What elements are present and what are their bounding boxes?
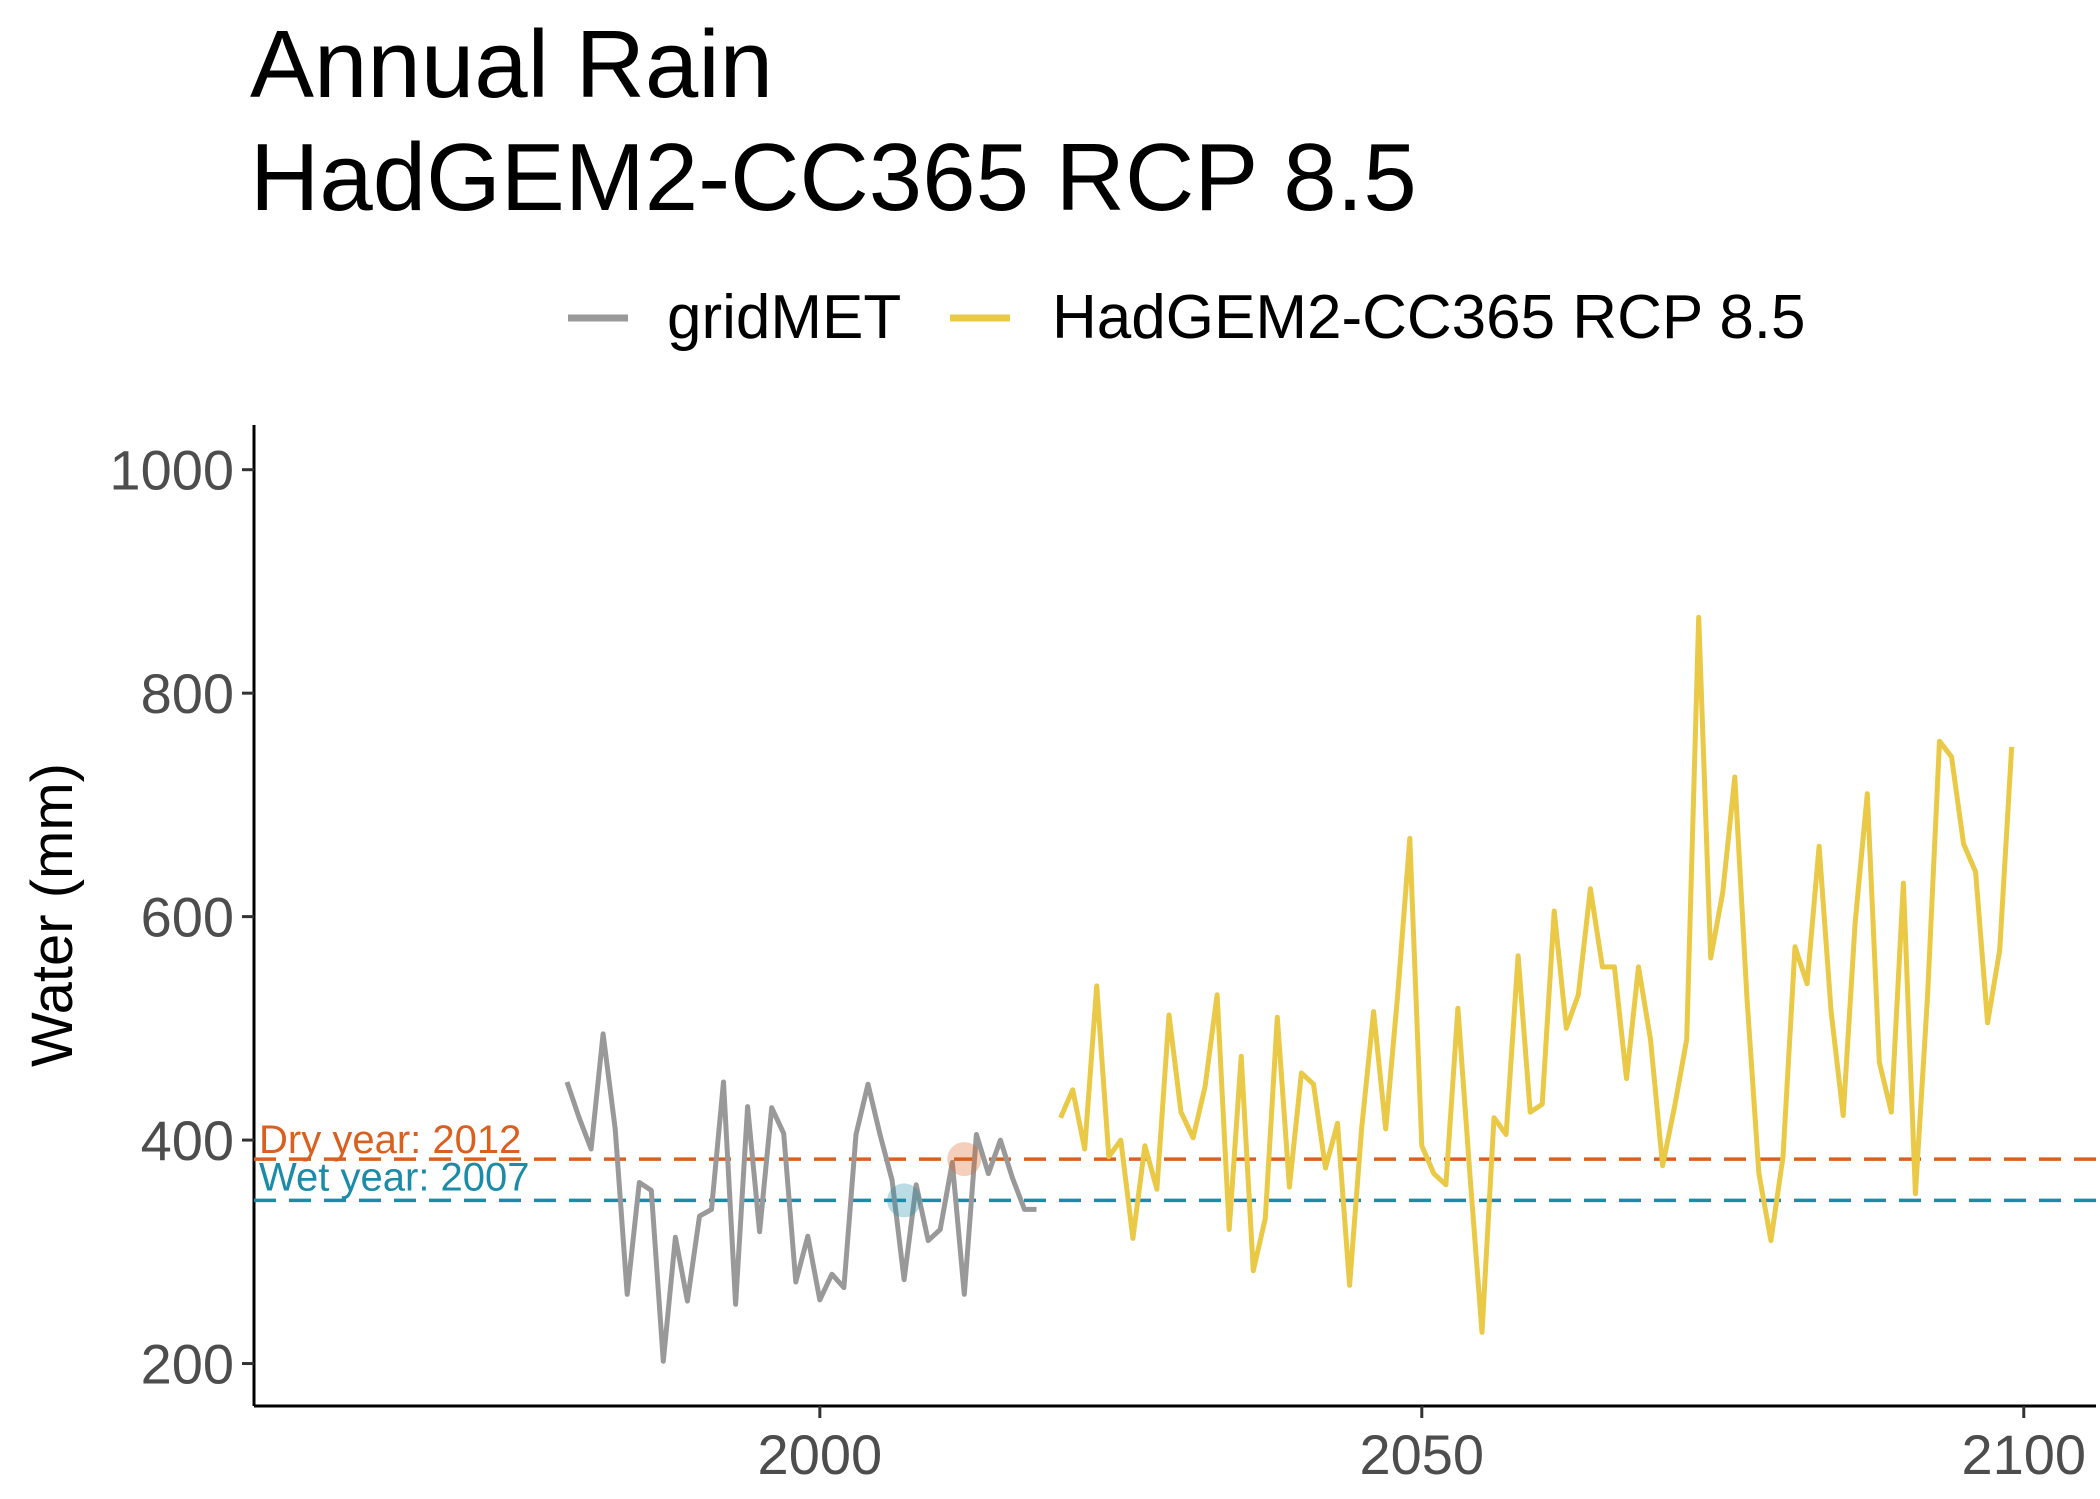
chart-title-line-2: HadGEM2-CC365 RCP 8.5	[250, 124, 1417, 231]
y-tick-label-400: 400	[141, 1109, 234, 1172]
y-tick-label-800: 800	[141, 662, 234, 725]
y-tick-label-1000: 1000	[109, 439, 234, 502]
series-line-1	[1058, 614, 2015, 1335]
x-tick-label-2000: 2000	[758, 1423, 883, 1486]
reference-label-1: Wet year: 2007	[259, 1155, 530, 1199]
reference-marker-0	[947, 1142, 982, 1177]
y-tick-label-200: 200	[141, 1333, 234, 1396]
x-tick-label-2100: 2100	[1961, 1423, 2086, 1486]
legend: gridMET HadGEM2-CC365 RCP 8.5	[568, 283, 1806, 352]
series-line-0	[564, 1031, 1037, 1364]
x-tick-label-2050: 2050	[1360, 1423, 1485, 1486]
plot-area: 200 400 600 800 1000 2000 2050 2100 Dry year: 20…	[109, 425, 2096, 1486]
reference-marker-1	[887, 1183, 922, 1218]
chart-title-line-1: Annual Rain	[250, 11, 773, 118]
legend-label-hadgem2: HadGEM2-CC365 RCP 8.5	[1052, 283, 1806, 352]
legend-label-gridmet: gridMET	[667, 283, 901, 352]
reference-label-0: Dry year: 2012	[259, 1118, 521, 1162]
y-tick-label-600: 600	[141, 886, 234, 949]
y-axis-title: Water (mm)	[20, 763, 85, 1067]
